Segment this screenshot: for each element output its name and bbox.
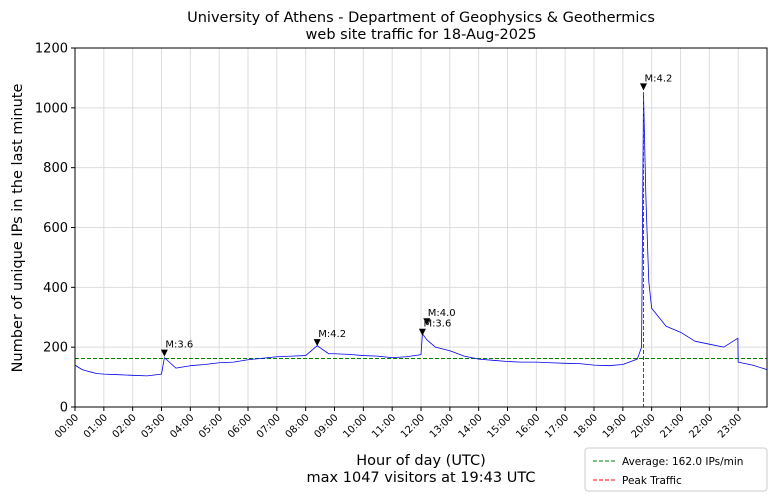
x-tick-label: 03:00 [139,412,167,440]
annotation-label: M:4.2 [645,73,673,84]
x-tick-label: 01:00 [82,412,110,440]
annotation-marker [423,318,431,326]
annotation-marker [160,349,168,357]
annotation-marker [418,328,426,336]
x-tick-label: 21:00 [658,412,686,440]
y-axis-label: Number of unique IPs in the last minute [10,84,26,373]
x-tick-label: 02:00 [111,412,139,440]
x-tick-label: 12:00 [399,412,427,440]
x-tick-label: 18:00 [572,412,600,440]
x-axis-ticks: 00:00 01:00 02:00 03:00 04:00 05:00 06:00 07:00… [53,407,744,441]
traffic-series [74,93,768,377]
y-tick-label: 1000 [35,101,68,116]
y-tick-label: 200 [43,341,68,356]
annotation-label: M:3.6 [423,319,451,330]
chart-subtitle: web site traffic for 18-Aug-2025 [306,27,537,43]
x-tick-label: 20:00 [630,412,658,440]
annotation-marker [313,339,321,347]
annotation-label: M:3.6 [165,340,193,351]
y-axis-ticks: 0 200 400 600 800 1000 1200 [35,42,75,416]
x-axis-label: Hour of day (UTC) [356,453,485,469]
x-tick-label: 06:00 [226,412,254,440]
x-tick-label: 10:00 [341,412,369,440]
x-tick-label: 14:00 [457,412,485,440]
y-tick-label: 600 [43,221,68,236]
x-tick-label: 08:00 [284,412,312,440]
x-axis-sublabel: max 1047 visitors at 19:43 UTC [307,470,536,486]
x-tick-label: 07:00 [255,412,283,440]
y-tick-label: 800 [43,161,68,176]
legend-box [584,447,768,492]
annotation-label: M:4.0 [428,308,456,319]
y-tick-label: 400 [43,281,68,296]
series-line [74,93,768,377]
legend: Average: 162.0 IPs/min Peak Traffic [584,447,768,492]
x-tick-label: 16:00 [514,412,542,440]
x-tick-label: 09:00 [312,412,340,440]
x-tick-label: 23:00 [716,412,744,440]
legend-average-label: Average: 162.0 IPs/min [622,456,743,468]
x-tick-label: 05:00 [197,412,225,440]
x-tick-label: 13:00 [428,412,456,440]
x-tick-label: 19:00 [601,412,629,440]
x-tick-label: 15:00 [485,412,513,440]
magnitude-annotations: M:3.6M:4.2M:3.6M:4.0M:4.2 [160,73,673,357]
annotation-marker [640,83,648,91]
x-tick-label: 00:00 [53,412,81,440]
x-tick-label: 11:00 [370,412,398,440]
x-tick-label: 22:00 [687,412,715,440]
x-tick-label: 17:00 [543,412,571,440]
x-tick-label: 04:00 [168,412,196,440]
y-tick-label: 1200 [35,42,68,57]
y-tick-label: 0 [60,401,68,416]
annotation-label: M:4.2 [318,329,346,340]
chart-title: University of Athens - Department of Geo… [187,10,655,26]
legend-peak-label: Peak Traffic [622,475,682,487]
